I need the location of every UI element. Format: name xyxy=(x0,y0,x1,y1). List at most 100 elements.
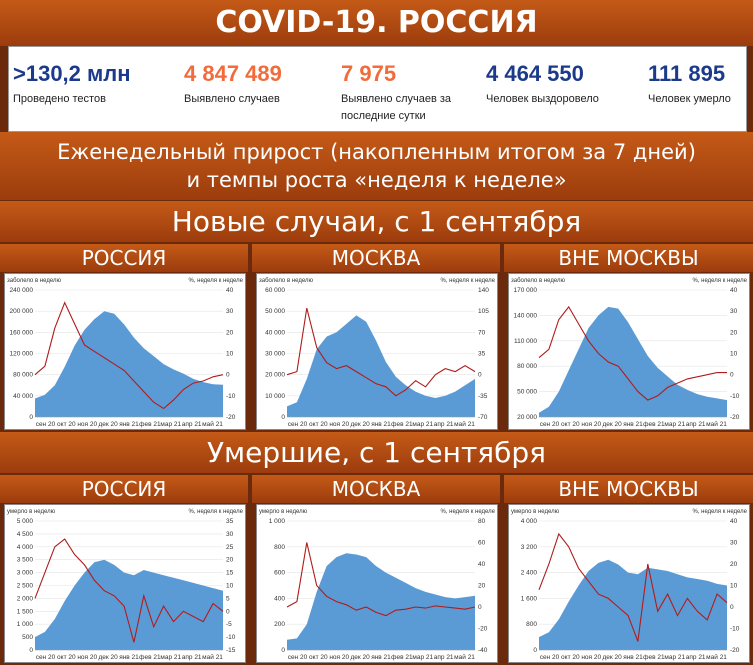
left-axis-label: заболело в неделю xyxy=(259,278,313,284)
x-tick-label: май 21 xyxy=(454,420,475,428)
left-tick-label: 2 500 xyxy=(17,583,34,590)
x-tick-label: сен 20 xyxy=(36,654,56,661)
left-tick-label: 800 xyxy=(274,544,285,551)
right-tick-label: 35 xyxy=(478,351,486,358)
stat-daily-cases: 7 975 Выявлено случаев за последние сутк… xyxy=(341,61,471,125)
region-header-outside-moscow: ВНЕ МОСКВЫ xyxy=(504,244,753,272)
stat-cases: 4 847 489 Выявлено случаев xyxy=(184,61,324,108)
stat-value: 4 847 489 xyxy=(184,61,282,86)
right-tick-label: 60 xyxy=(478,540,486,547)
x-tick-label: ноя 20 xyxy=(329,421,349,428)
x-tick-label: окт 20 xyxy=(309,654,328,661)
left-tick-label: 600 xyxy=(274,570,285,577)
right-tick-label: -10 xyxy=(226,393,236,400)
line-series xyxy=(538,305,727,401)
left-tick-label: 50 000 xyxy=(517,389,537,396)
right-tick-label: 10 xyxy=(226,351,234,358)
chart-deaths-outside-moscow: умерло в неделю %, неделя к неделе 4 000 3 … xyxy=(508,504,750,663)
left-axis-label: умерло в неделю xyxy=(259,509,308,515)
x-tick-label: окт 20 xyxy=(561,654,580,661)
right-tick-label: 20 xyxy=(226,329,234,336)
left-tick-label: 80 000 xyxy=(517,363,537,370)
left-tick-label: 140 000 xyxy=(514,312,538,319)
right-tick-label: -40 xyxy=(478,647,488,654)
left-tick-label: 3 200 xyxy=(521,544,538,551)
area-series xyxy=(539,306,727,417)
left-tick-label: 170 000 xyxy=(514,287,538,294)
x-tick-label: май 21 xyxy=(454,653,475,661)
chart-new-outside-moscow: заболело в неделю %, неделя к неделе 170 0… xyxy=(508,273,750,430)
x-tick-label: янв 21 xyxy=(371,421,391,428)
left-tick-label: 2 000 xyxy=(17,595,34,602)
x-tick-label: фев 21 xyxy=(139,421,161,428)
region-header-moscow: МОСКВА xyxy=(252,475,500,503)
right-tick-label: 0 xyxy=(478,604,482,611)
left-tick-label: 0 xyxy=(281,647,285,654)
x-tick-label: ноя 20 xyxy=(329,654,349,661)
right-tick-label: 40 xyxy=(730,518,738,525)
x-tick-label: ноя 20 xyxy=(77,654,97,661)
x-tick-label: янв 21 xyxy=(623,421,643,428)
chart-new-moscow: заболело в неделю %, неделя к неделе 60 00… xyxy=(256,273,498,430)
right-tick-label: 20 xyxy=(730,561,738,568)
x-tick-label: янв 21 xyxy=(119,654,139,661)
left-axis-label: заболело в неделю xyxy=(7,278,61,284)
region-header-moscow: МОСКВА xyxy=(252,244,500,272)
right-tick-label: -20 xyxy=(478,626,488,633)
stat-label: Выявлено случаев xyxy=(184,93,280,105)
area-series xyxy=(287,315,475,417)
x-tick-label: фев 21 xyxy=(391,421,413,428)
stats-bar: >130,2 млн Проведено тестов 4 847 489 Вы… xyxy=(8,46,747,132)
left-tick-label: 800 xyxy=(526,621,537,628)
left-tick-label: 400 xyxy=(274,595,285,602)
x-tick-label: окт 20 xyxy=(57,654,76,661)
right-tick-label: 80 xyxy=(478,518,486,525)
line-series xyxy=(286,307,476,397)
right-tick-label: 0 xyxy=(730,372,734,379)
weekly-header-line1: Еженедельный прирост (накопленным итогом… xyxy=(57,140,696,164)
right-tick-label: 40 xyxy=(478,561,486,568)
right-axis-label: %, неделя к неделе xyxy=(692,278,747,284)
left-tick-label: 3 500 xyxy=(17,557,34,564)
left-tick-label: 1 000 xyxy=(269,518,286,525)
right-tick-label: 0 xyxy=(730,604,734,611)
right-axis-label: %, неделя к неделе xyxy=(188,278,243,284)
left-tick-label: 0 xyxy=(29,414,33,421)
weekly-header: Еженедельный прирост (накопленным итогом… xyxy=(0,132,753,200)
area-series xyxy=(35,559,223,650)
x-tick-label: фев 21 xyxy=(643,654,665,661)
x-tick-label: дек 20 xyxy=(602,421,622,428)
right-tick-label: -70 xyxy=(478,414,488,421)
right-tick-label: -20 xyxy=(730,647,740,654)
x-tick-label: дек 20 xyxy=(350,421,370,428)
stat-recovered: 4 464 550 Человек выздоровело xyxy=(486,61,626,108)
stat-tests: >130,2 млн Проведено тестов xyxy=(13,61,153,108)
right-tick-label: -20 xyxy=(226,414,236,421)
left-tick-label: 4 000 xyxy=(521,518,538,525)
left-axis-label: умерло в неделю xyxy=(511,509,560,515)
region-header-russia: РОССИЯ xyxy=(0,244,248,272)
stat-label: Человек умерло xyxy=(648,93,731,105)
right-tick-label: 10 xyxy=(730,583,738,590)
x-tick-label: сен 20 xyxy=(540,421,560,428)
right-tick-label: -15 xyxy=(226,647,236,654)
x-tick-label: мар 21 xyxy=(160,654,181,661)
left-tick-label: 200 xyxy=(274,621,285,628)
x-tick-label: фев 21 xyxy=(139,654,161,661)
line-series xyxy=(34,301,224,410)
stat-label: Проведено тестов xyxy=(13,93,106,105)
x-tick-label: апр 21 xyxy=(686,421,706,428)
left-tick-label: 30 000 xyxy=(265,351,285,358)
right-tick-label: 10 xyxy=(226,583,234,590)
x-tick-label: окт 20 xyxy=(57,421,76,428)
left-tick-label: 160 000 xyxy=(10,329,34,336)
weekly-header-line2: и темпы роста «неделя к неделе» xyxy=(186,168,567,192)
area-series xyxy=(35,311,223,417)
x-tick-label: мар 21 xyxy=(160,421,181,428)
x-tick-label: мар 21 xyxy=(664,654,685,661)
region-header-outside-moscow: ВНЕ МОСКВЫ xyxy=(504,475,753,503)
left-tick-label: 1 000 xyxy=(17,621,34,628)
x-tick-label: дек 20 xyxy=(350,654,370,661)
line-series xyxy=(538,532,728,642)
